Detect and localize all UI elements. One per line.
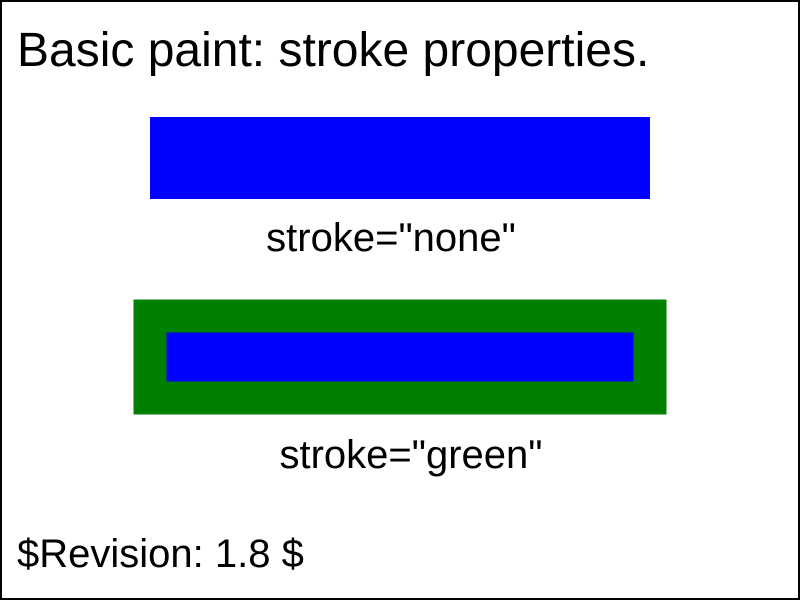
rect-stroke-green (133, 299, 667, 415)
rect-stroke-none (150, 117, 650, 199)
page-title: Basic paint: stroke properties. (17, 24, 649, 77)
revision-text: $Revision: 1.8 $ (17, 532, 304, 576)
label-stroke-green: stroke="green" (280, 433, 543, 477)
label-stroke-none: stroke="none" (266, 216, 516, 260)
